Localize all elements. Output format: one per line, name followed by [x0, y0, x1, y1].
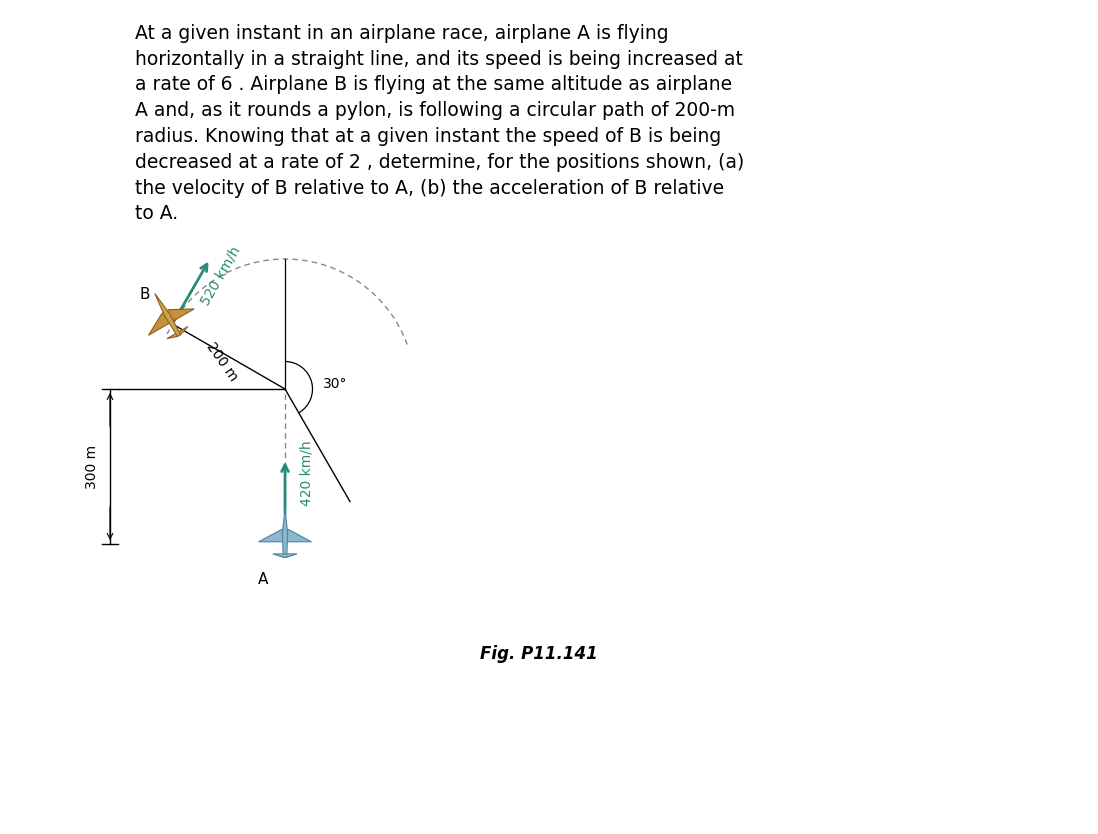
Polygon shape	[282, 509, 288, 557]
Text: B: B	[139, 287, 149, 302]
Polygon shape	[259, 530, 312, 542]
Polygon shape	[155, 294, 180, 336]
Text: 200 m: 200 m	[204, 339, 240, 384]
Text: 30°: 30°	[323, 377, 347, 391]
Text: 300 m: 300 m	[85, 445, 99, 489]
Polygon shape	[273, 554, 298, 557]
Polygon shape	[148, 309, 194, 335]
Text: At a given instant in an airplane race, airplane A is flying
horizontally in a s: At a given instant in an airplane race, …	[135, 24, 744, 224]
Polygon shape	[167, 327, 188, 339]
Text: A: A	[258, 572, 268, 587]
Text: 520 km/h: 520 km/h	[198, 244, 243, 309]
Text: Fig. P11.141: Fig. P11.141	[480, 645, 597, 663]
Text: 420 km/h: 420 km/h	[299, 440, 313, 506]
